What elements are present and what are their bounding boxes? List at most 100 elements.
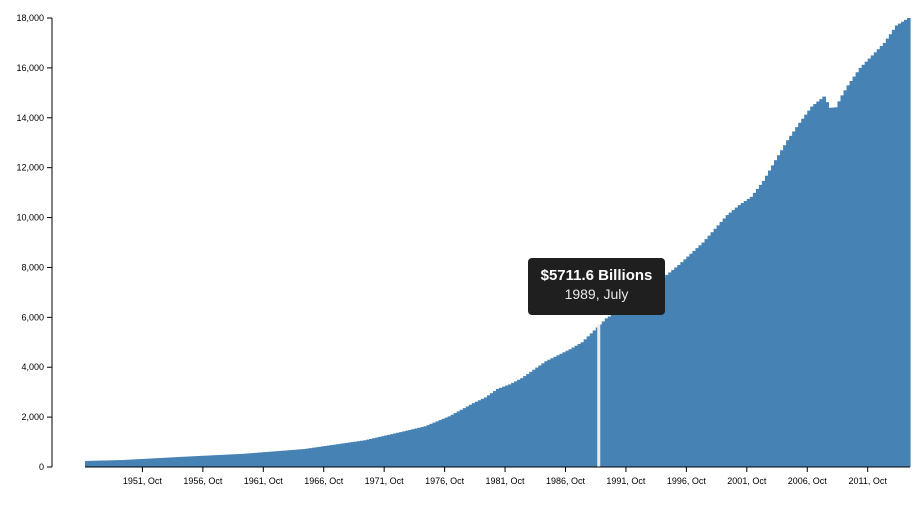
bar[interactable]	[900, 21, 905, 468]
bar[interactable]	[641, 294, 645, 467]
bar[interactable]	[659, 279, 663, 467]
bar[interactable]	[547, 359, 551, 467]
bar[interactable]	[94, 460, 98, 467]
bar[interactable]	[335, 444, 340, 467]
bar[interactable]	[363, 440, 367, 467]
bar[interactable]	[118, 460, 122, 467]
bar[interactable]	[474, 401, 479, 467]
bar[interactable]	[214, 455, 219, 467]
bar[interactable]	[559, 353, 564, 467]
bar[interactable]	[338, 443, 343, 467]
bar[interactable]	[375, 437, 379, 467]
bar[interactable]	[819, 99, 823, 467]
bar[interactable]	[789, 135, 793, 468]
bar[interactable]	[169, 457, 174, 467]
bar[interactable]	[864, 61, 869, 468]
bar[interactable]	[758, 184, 763, 467]
bar[interactable]	[571, 347, 576, 467]
bar[interactable]	[508, 384, 512, 467]
bar[interactable]	[677, 264, 681, 467]
bar[interactable]	[193, 456, 198, 467]
bar[interactable]	[689, 253, 694, 467]
bar[interactable]	[329, 445, 334, 467]
bar[interactable]	[453, 413, 458, 467]
bar[interactable]	[308, 448, 313, 467]
bar[interactable]	[692, 250, 697, 467]
bar[interactable]	[707, 235, 712, 467]
bar[interactable]	[876, 49, 881, 468]
bar[interactable]	[405, 430, 409, 467]
bar[interactable]	[160, 457, 165, 467]
bar[interactable]	[728, 212, 733, 467]
bar[interactable]	[906, 18, 911, 467]
bar[interactable]	[764, 175, 769, 467]
bar[interactable]	[565, 350, 570, 467]
bar[interactable]	[532, 369, 536, 467]
bar[interactable]	[384, 435, 388, 467]
bar[interactable]	[175, 457, 180, 467]
bar[interactable]	[142, 458, 147, 467]
bar[interactable]	[372, 438, 376, 467]
bar[interactable]	[278, 450, 283, 467]
bar[interactable]	[269, 451, 273, 467]
bar[interactable]	[825, 102, 829, 467]
bar[interactable]	[607, 316, 612, 467]
bar[interactable]	[444, 417, 449, 467]
bar[interactable]	[828, 107, 833, 468]
bar[interactable]	[858, 67, 863, 467]
bar[interactable]	[861, 64, 866, 468]
bar[interactable]	[873, 52, 878, 468]
bar[interactable]	[178, 456, 183, 467]
bar[interactable]	[601, 321, 606, 467]
bar[interactable]	[613, 312, 618, 467]
bar[interactable]	[284, 450, 289, 467]
bar[interactable]	[749, 196, 754, 467]
bar[interactable]	[402, 431, 406, 467]
bar[interactable]	[414, 428, 419, 467]
bar[interactable]	[290, 449, 295, 467]
bar[interactable]	[635, 298, 639, 467]
bar[interactable]	[489, 393, 494, 467]
bar[interactable]	[115, 460, 119, 467]
bar[interactable]	[752, 192, 757, 468]
bar[interactable]	[341, 443, 346, 467]
bar[interactable]	[208, 455, 213, 467]
bar[interactable]	[589, 333, 594, 467]
bar[interactable]	[426, 425, 431, 467]
bar[interactable]	[233, 454, 237, 467]
bar[interactable]	[665, 274, 669, 467]
bar[interactable]	[166, 457, 171, 467]
bar[interactable]	[556, 355, 561, 467]
bar[interactable]	[888, 34, 893, 468]
bar[interactable]	[91, 460, 95, 467]
bar[interactable]	[217, 454, 222, 467]
bar[interactable]	[502, 386, 506, 467]
bar[interactable]	[840, 95, 845, 467]
bar[interactable]	[550, 358, 554, 467]
bar[interactable]	[245, 453, 249, 467]
bar[interactable]	[85, 460, 89, 467]
bar[interactable]	[305, 448, 310, 467]
bar[interactable]	[719, 221, 724, 467]
bar[interactable]	[296, 449, 301, 467]
bar[interactable]	[393, 433, 397, 467]
bar[interactable]	[734, 207, 739, 467]
bar[interactable]	[447, 416, 452, 467]
bar[interactable]	[592, 330, 597, 467]
bar[interactable]	[885, 38, 890, 467]
bar[interactable]	[145, 458, 150, 467]
bar[interactable]	[882, 42, 887, 467]
bar[interactable]	[792, 131, 796, 468]
bar[interactable]	[293, 449, 298, 467]
bar[interactable]	[314, 447, 319, 467]
bar[interactable]	[495, 388, 500, 467]
bar[interactable]	[583, 339, 588, 467]
bar[interactable]	[369, 438, 373, 467]
bar[interactable]	[299, 449, 304, 467]
bar[interactable]	[432, 422, 437, 467]
bar[interactable]	[801, 118, 805, 468]
bar[interactable]	[139, 459, 144, 467]
bar[interactable]	[224, 454, 228, 467]
bar[interactable]	[610, 314, 615, 467]
bar[interactable]	[344, 442, 349, 467]
